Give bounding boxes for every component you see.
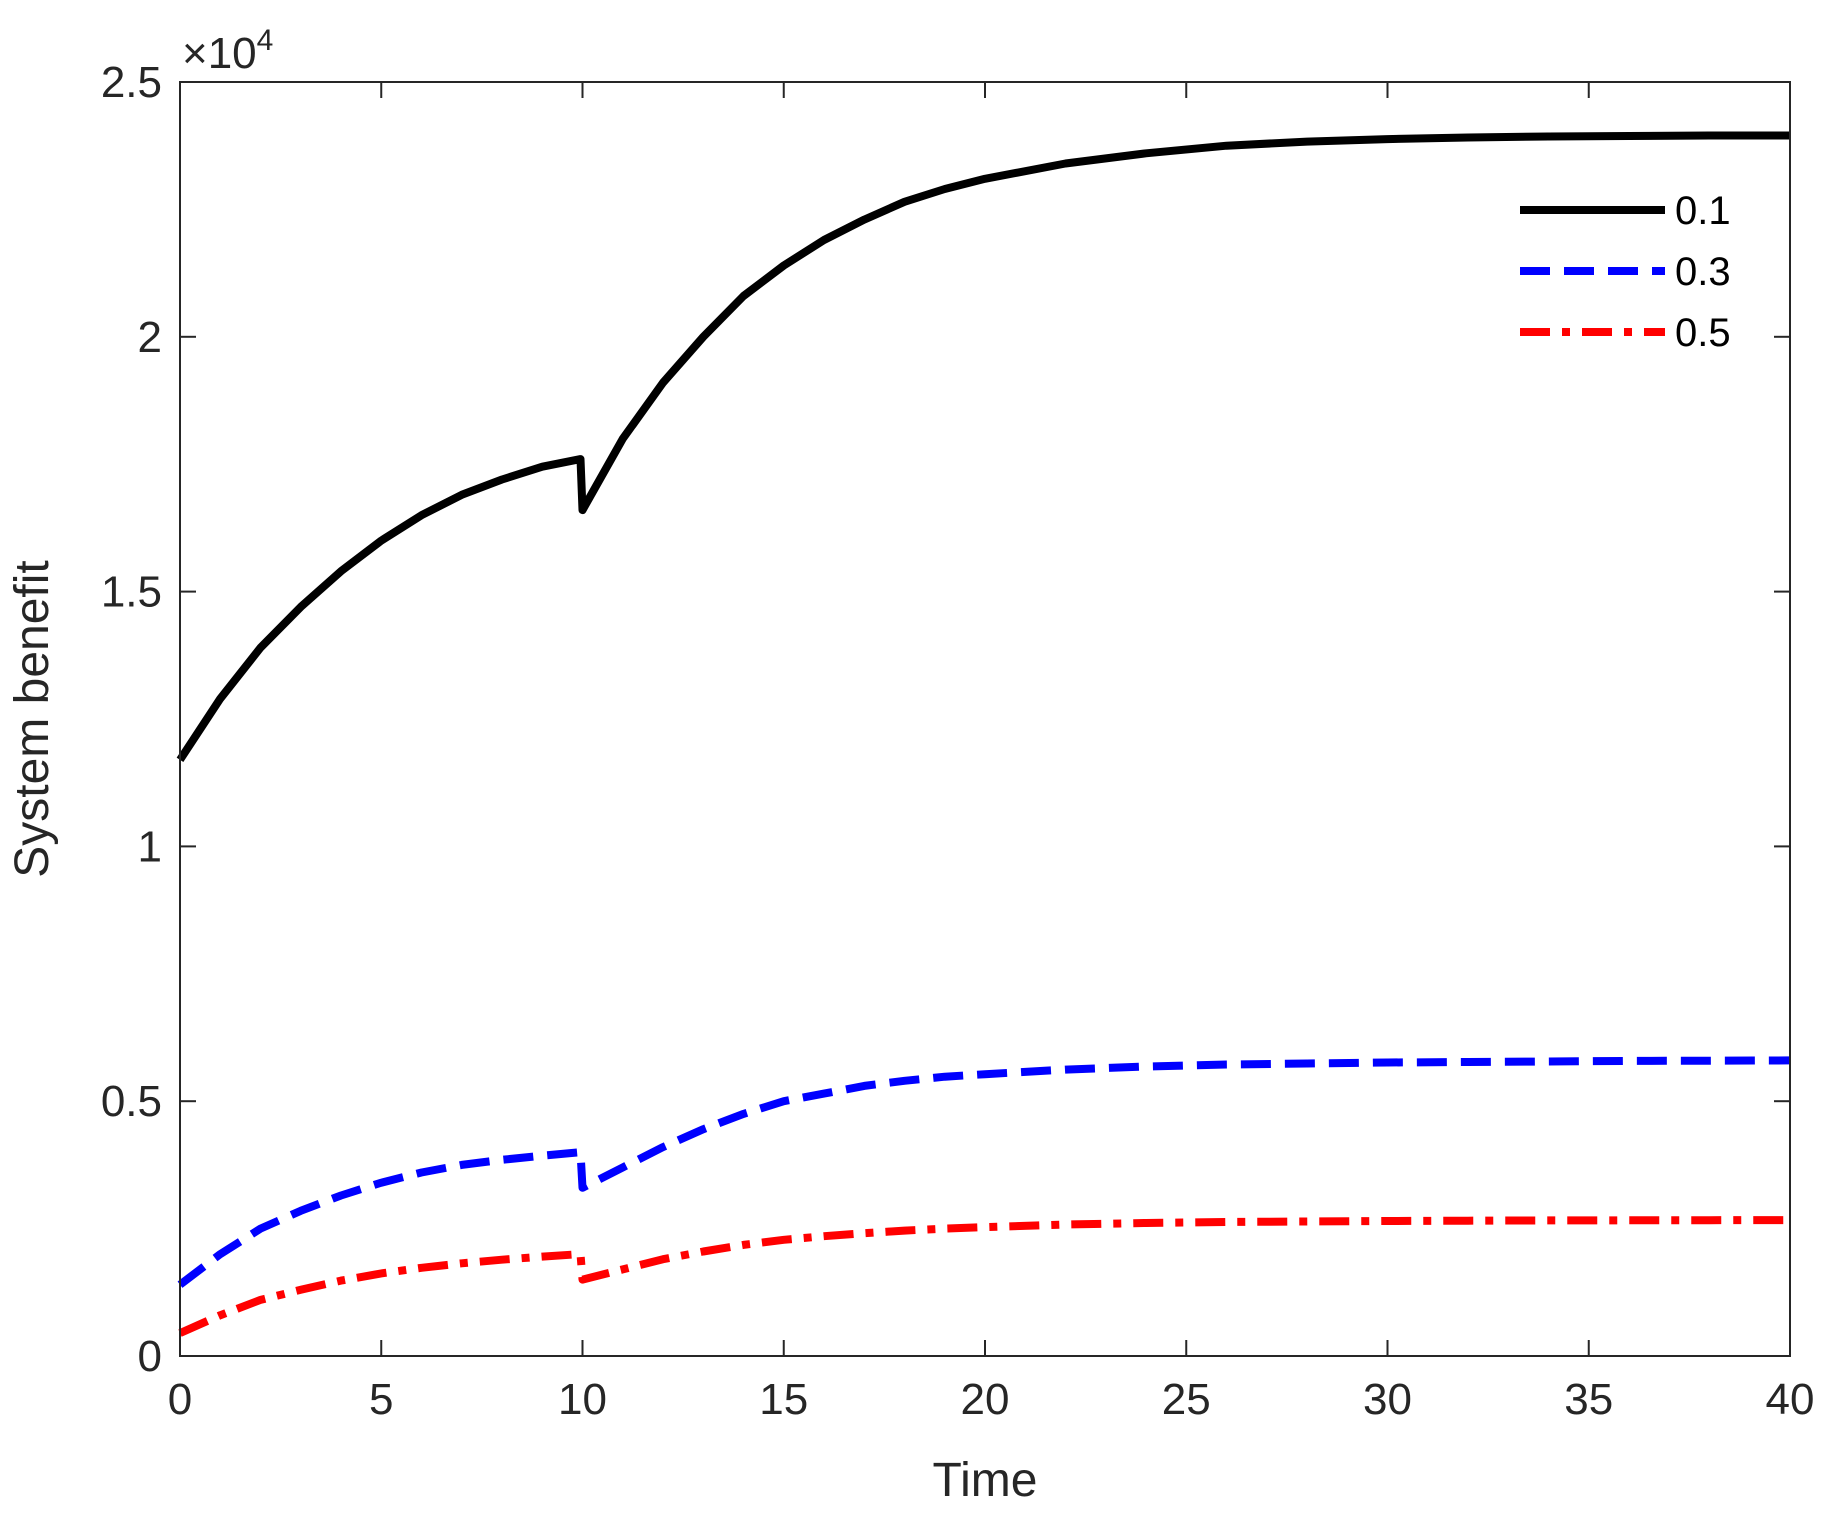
series-line-0-5 (178, 1216, 1791, 1337)
series-line-0-1 (176, 131, 1790, 762)
legend-label: 0.5 (1675, 311, 1731, 355)
y-axis-title: System benefit (6, 560, 59, 877)
y-axis-exponent-label: ×104 (182, 24, 273, 78)
x-tick-label: 15 (759, 1375, 808, 1424)
y-tick-label: 2 (138, 313, 162, 362)
x-axis-title: Time (933, 1454, 1038, 1507)
y-axis-exponent-base: ×10 (182, 29, 257, 78)
x-tick-label: 20 (961, 1375, 1010, 1424)
x-tick-label: 35 (1564, 1375, 1613, 1424)
y-tick-label: 1 (138, 822, 162, 871)
x-tick-label: 30 (1363, 1375, 1412, 1424)
x-tick-label: 40 (1766, 1375, 1815, 1424)
x-tick-label: 10 (558, 1375, 607, 1424)
legend: 0.1 0.3 0.5 (1520, 189, 1731, 355)
series-layer (176, 131, 1791, 1337)
y-axis-exponent-power: 4 (257, 24, 274, 57)
y-tick-label: 0 (138, 1332, 162, 1381)
x-tick-label: 0 (168, 1375, 192, 1424)
y-tick-label: 1.5 (101, 568, 162, 617)
y-tick-label: 0.5 (101, 1077, 162, 1126)
ticks-layer: 0 5 10 15 20 25 30 35 40 0 0.5 1 1.5 2 2.5 (101, 58, 1815, 1424)
legend-label: 0.1 (1675, 189, 1731, 233)
legend-label: 0.3 (1675, 250, 1731, 294)
series-line-0-3 (177, 1056, 1791, 1288)
x-tick-label: 5 (369, 1375, 393, 1424)
y-tick-label: 2.5 (101, 58, 162, 107)
x-tick-label: 25 (1162, 1375, 1211, 1424)
